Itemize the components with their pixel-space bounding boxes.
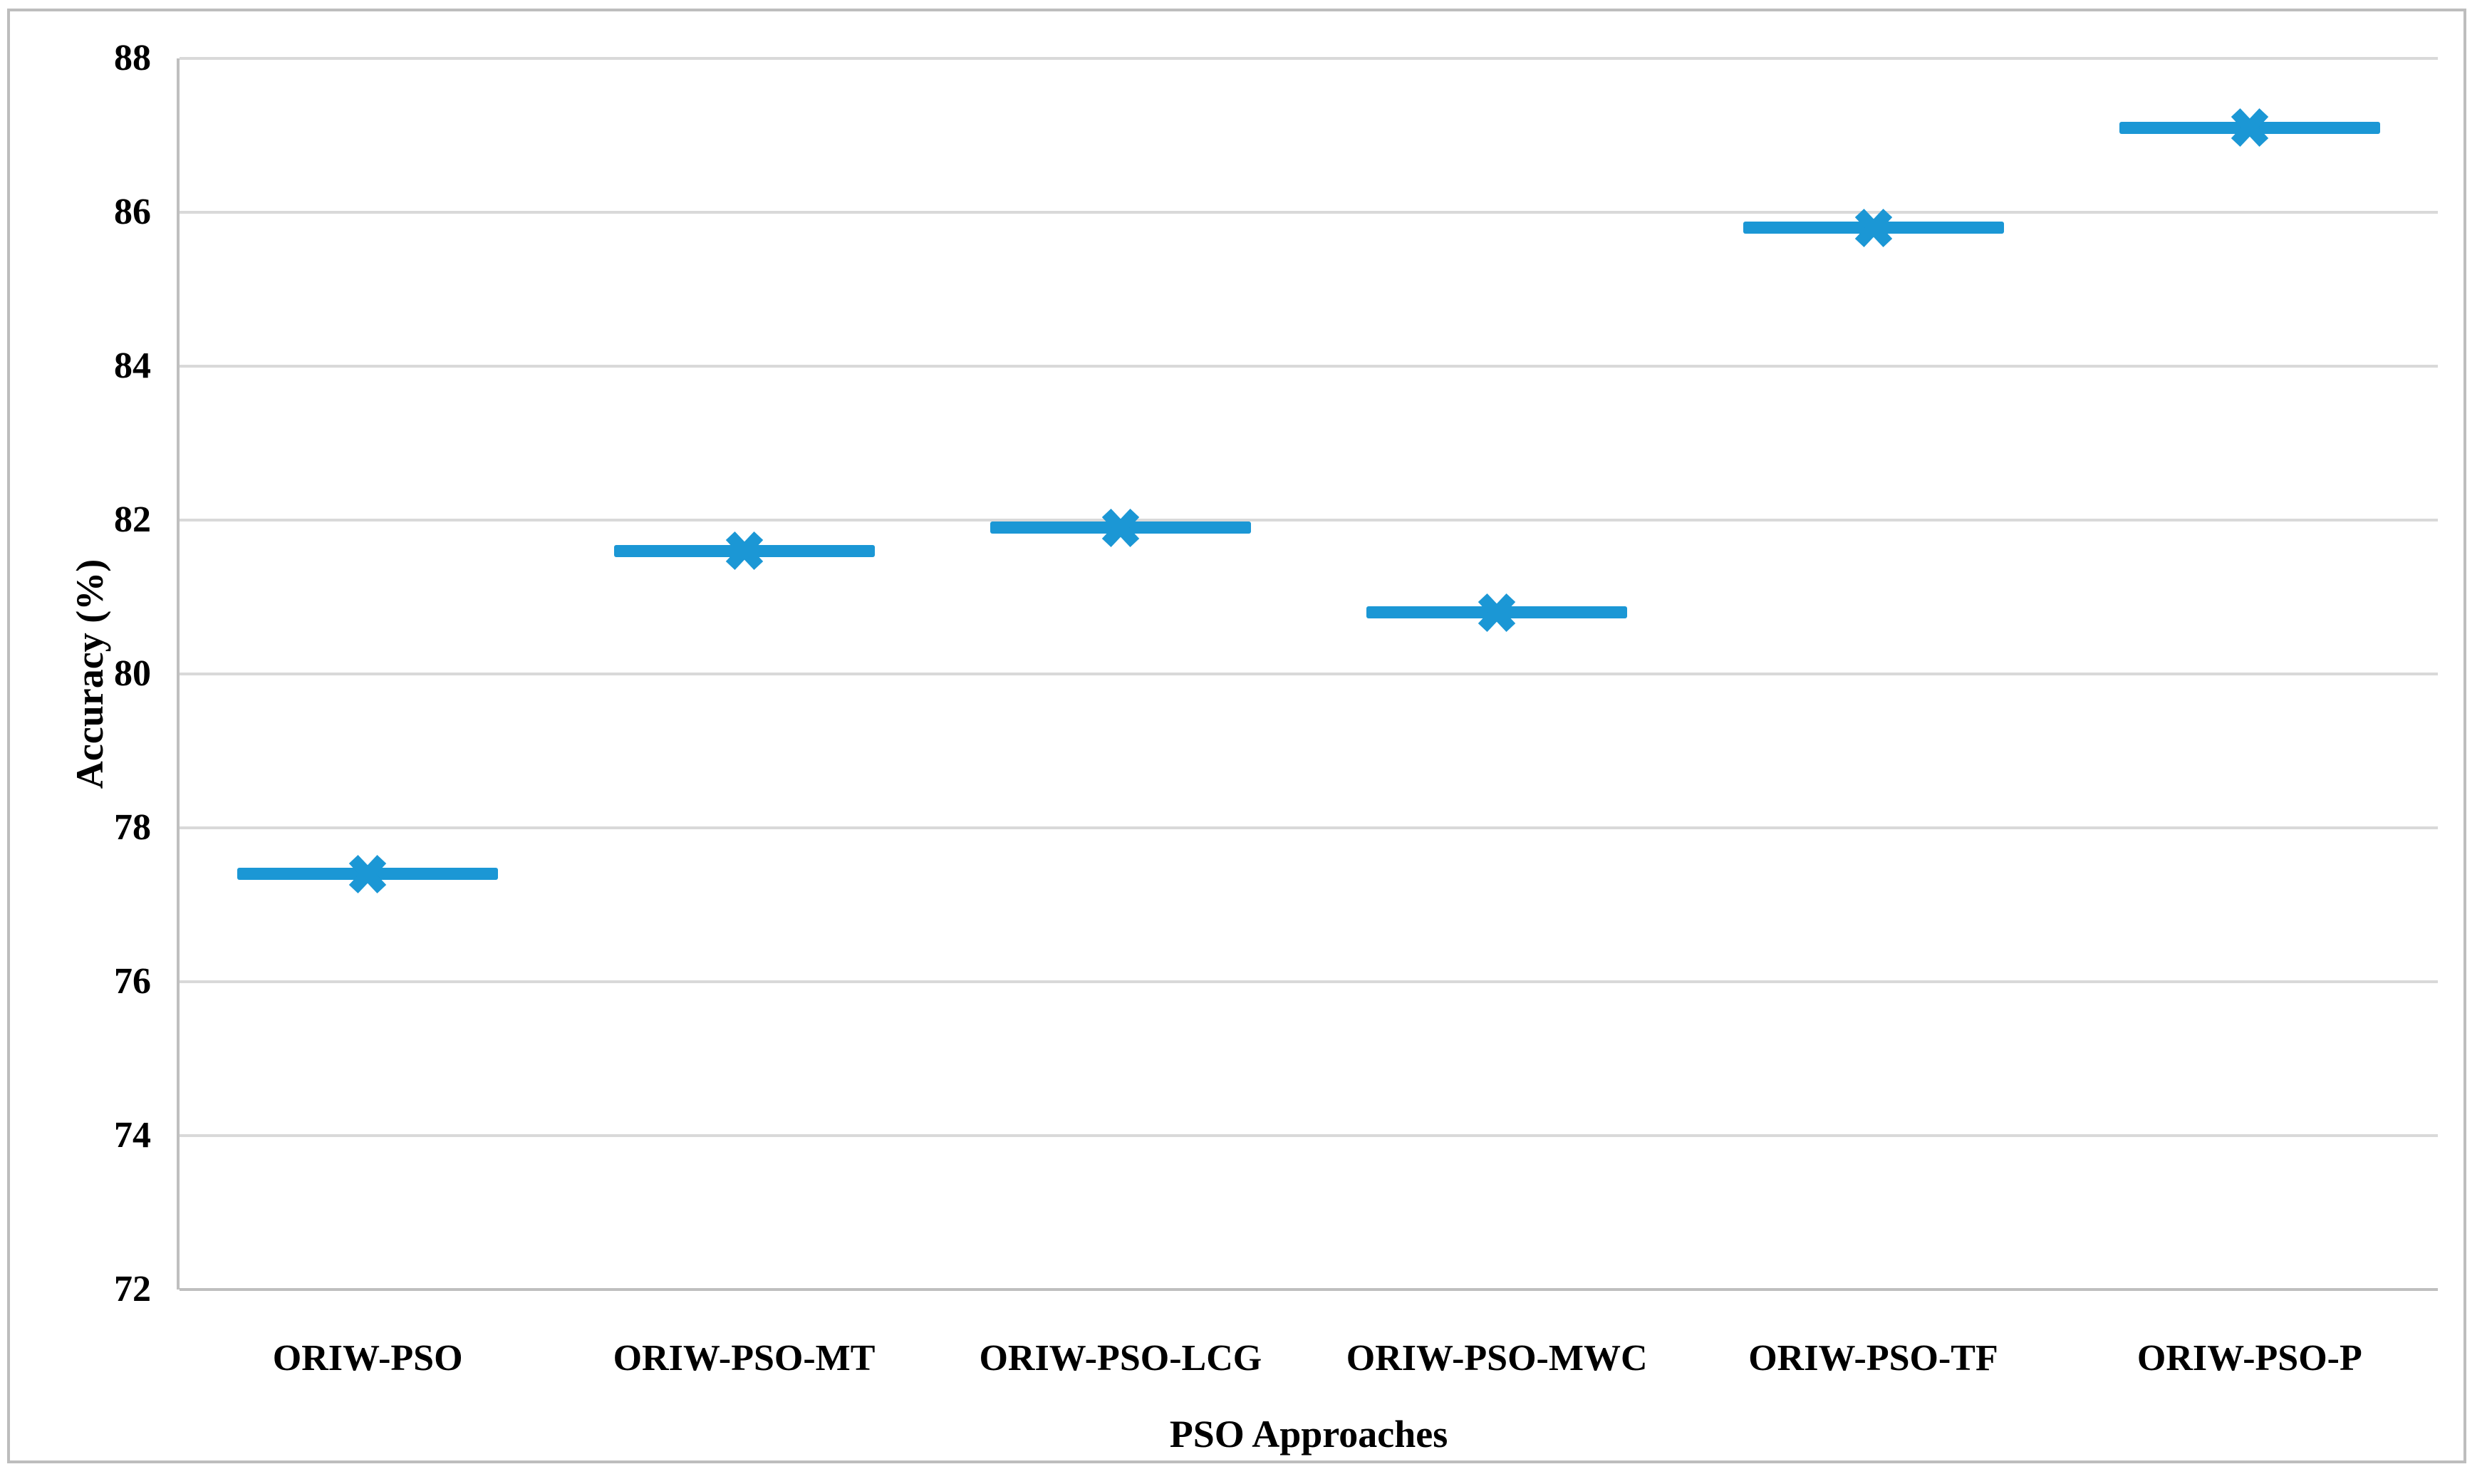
y-tick-label-76: 76 bbox=[114, 961, 151, 1002]
x-axis-line bbox=[180, 1288, 2438, 1291]
y-tick-label-84: 84 bbox=[114, 346, 151, 386]
plot-area bbox=[177, 57, 2438, 1291]
y-tick-label-86: 86 bbox=[114, 192, 151, 232]
gridline-y-82 bbox=[180, 519, 2438, 522]
y-tick-label-88: 88 bbox=[114, 38, 151, 78]
x-tick-label-6: ORIW-PSO-P bbox=[2136, 1338, 2362, 1379]
gridline-y-84 bbox=[180, 365, 2438, 368]
x-tick-label-3: ORIW-PSO-LCG bbox=[979, 1338, 1262, 1379]
gridline-y-78 bbox=[180, 826, 2438, 829]
y-tick-label-80: 80 bbox=[114, 653, 151, 694]
x-marker-ORIW-PSO-MT bbox=[725, 529, 764, 573]
y-tick-label-74: 74 bbox=[114, 1115, 151, 1156]
chart-outer-border bbox=[7, 9, 2466, 1463]
x-tick-label-1: ORIW-PSO bbox=[272, 1338, 463, 1379]
gridline-y-74 bbox=[180, 1134, 2438, 1137]
x-tick-label-4: ORIW-PSO-MWC bbox=[1346, 1338, 1648, 1379]
gridline-y-88 bbox=[180, 57, 2438, 60]
y-tick-label-78: 78 bbox=[114, 807, 151, 848]
x-marker-ORIW-PSO-LCG bbox=[1101, 506, 1141, 550]
x-marker-ORIW-PSO-MWC bbox=[1477, 591, 1517, 635]
y-tick-label-82: 82 bbox=[114, 499, 151, 540]
x-marker-ORIW-PSO-TF bbox=[1854, 206, 1894, 250]
gridline-y-80 bbox=[180, 673, 2438, 675]
gridline-y-76 bbox=[180, 980, 2438, 983]
y-tick-label-72: 72 bbox=[114, 1269, 151, 1309]
x-tick-label-5: ORIW-PSO-TF bbox=[1748, 1338, 1998, 1379]
y-axis-line bbox=[177, 58, 180, 1290]
x-marker-ORIW-PSO-P bbox=[2230, 105, 2270, 150]
x-tick-label-2: ORIW-PSO-MT bbox=[613, 1338, 876, 1379]
x-axis-title: PSO Approaches bbox=[1169, 1413, 1448, 1456]
x-marker-ORIW-PSO bbox=[348, 852, 388, 896]
gridline-y-86 bbox=[180, 211, 2438, 214]
